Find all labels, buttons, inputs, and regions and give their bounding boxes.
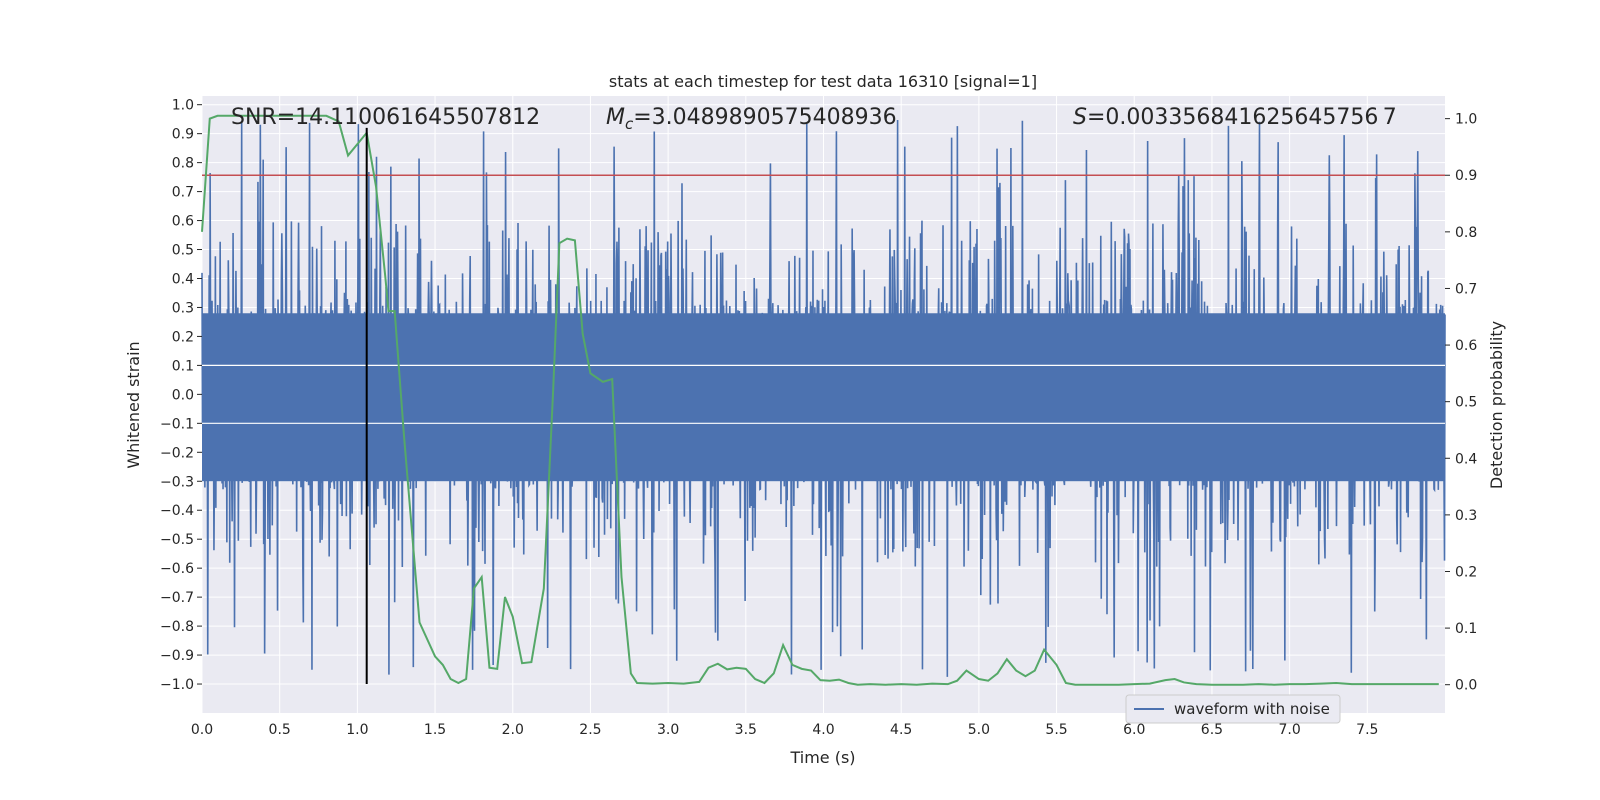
waveform-core-band xyxy=(202,313,1445,482)
mc-subscript: c xyxy=(625,115,634,133)
probability-line xyxy=(201,114,1439,686)
y-tick-label: 0.8 xyxy=(172,156,194,172)
y2-tick-label: 0.7 xyxy=(1455,281,1477,297)
s-annotation: S=0.003356841625645756 7 xyxy=(1073,105,1397,130)
y-tick-label: −0.3 xyxy=(160,474,194,490)
y2-tick-label: 0.0 xyxy=(1455,678,1477,694)
y-tick-label: 0.6 xyxy=(172,214,194,230)
y-tick-label: −0.7 xyxy=(160,590,194,606)
y-tick-label: 0.0 xyxy=(172,387,194,403)
x-tick-label: 6.5 xyxy=(1201,722,1223,738)
x-axis-label: Time (s) xyxy=(789,748,855,767)
mc-symbol: M xyxy=(606,105,625,130)
probability-series xyxy=(201,114,1445,686)
y-tick-label: −0.9 xyxy=(160,648,194,664)
x-tick-label: 2.5 xyxy=(579,722,601,738)
s-value: =0.003356841625645756 7 xyxy=(1087,105,1397,130)
y2-tick-label: 0.1 xyxy=(1455,621,1477,637)
y2-tick-label: 0.5 xyxy=(1455,395,1477,411)
y2-tick-label: 0.8 xyxy=(1455,225,1477,241)
y-tick-label: −0.6 xyxy=(160,561,194,577)
legend-box xyxy=(1125,694,1341,724)
y2-tick-label: 0.3 xyxy=(1455,508,1477,524)
x-tick-label: 2.0 xyxy=(502,722,524,738)
y-tick-label: −0.5 xyxy=(160,532,194,548)
legend: waveform with noise xyxy=(1125,694,1341,724)
y-tick-label: −0.1 xyxy=(160,416,194,432)
x-tick-label: 0.5 xyxy=(269,722,291,738)
y-tick-label: 0.9 xyxy=(172,127,194,143)
y-tick-label: 0.5 xyxy=(172,243,194,259)
y2-tick-label: 0.4 xyxy=(1455,451,1477,467)
y2-tick-label: 0.2 xyxy=(1455,564,1477,580)
x-tick-label: 6.0 xyxy=(1123,722,1145,738)
y-tick-label: 0.3 xyxy=(172,300,194,316)
s-symbol: S xyxy=(1073,105,1087,130)
chart-title: stats at each timestep for test data 163… xyxy=(609,72,1037,91)
legend-label: waveform with noise xyxy=(1174,700,1330,718)
y-tick-label: 0.1 xyxy=(172,358,194,374)
y-tick-label: −0.2 xyxy=(160,445,194,461)
ticks: 0.0 0.5 1.0 1.5 2.0 2.5 3.0 3.5 4.0 4.5 5.0 5.5 6.0 6… xyxy=(160,98,1477,738)
x-tick-label: 1.0 xyxy=(346,722,368,738)
x-tick-label: 4.0 xyxy=(812,722,834,738)
y-tick-label: 0.4 xyxy=(172,271,194,287)
y-tick-label: 0.7 xyxy=(172,185,194,201)
x-tick-label: 5.0 xyxy=(968,722,990,738)
mc-value: =3.0489890575408936 xyxy=(633,105,896,130)
x-tick-label: 5.5 xyxy=(1045,722,1067,738)
y-axis-label: Whitened strain xyxy=(124,341,143,468)
x-tick-label: 7.0 xyxy=(1278,722,1300,738)
y-tick-label: −1.0 xyxy=(160,677,194,693)
y2-axis-label: Detection probability xyxy=(1487,321,1506,489)
y2-tick-label: 1.0 xyxy=(1455,112,1477,128)
y2-tick-label: 0.6 xyxy=(1455,338,1477,354)
x-tick-label: 0.0 xyxy=(191,722,213,738)
x-tick-label: 4.5 xyxy=(890,722,912,738)
x-tick-label: 1.5 xyxy=(424,722,446,738)
x-tick-label: 7.5 xyxy=(1356,722,1378,738)
x-tick-label: 3.5 xyxy=(735,722,757,738)
y-tick-label: −0.8 xyxy=(160,619,194,635)
y-tick-label: 1.0 xyxy=(172,98,194,114)
mc-annotation: Mc=3.0489890575408936 xyxy=(606,105,897,133)
x-tick-label: 3.0 xyxy=(657,722,679,738)
y-tick-label: −0.4 xyxy=(160,503,194,519)
y-tick-label: 0.2 xyxy=(172,329,194,345)
waveform-series xyxy=(201,119,1446,677)
y2-tick-label: 0.9 xyxy=(1455,168,1477,184)
snr-annotation: SNR=14.110061645507812 xyxy=(231,105,540,130)
